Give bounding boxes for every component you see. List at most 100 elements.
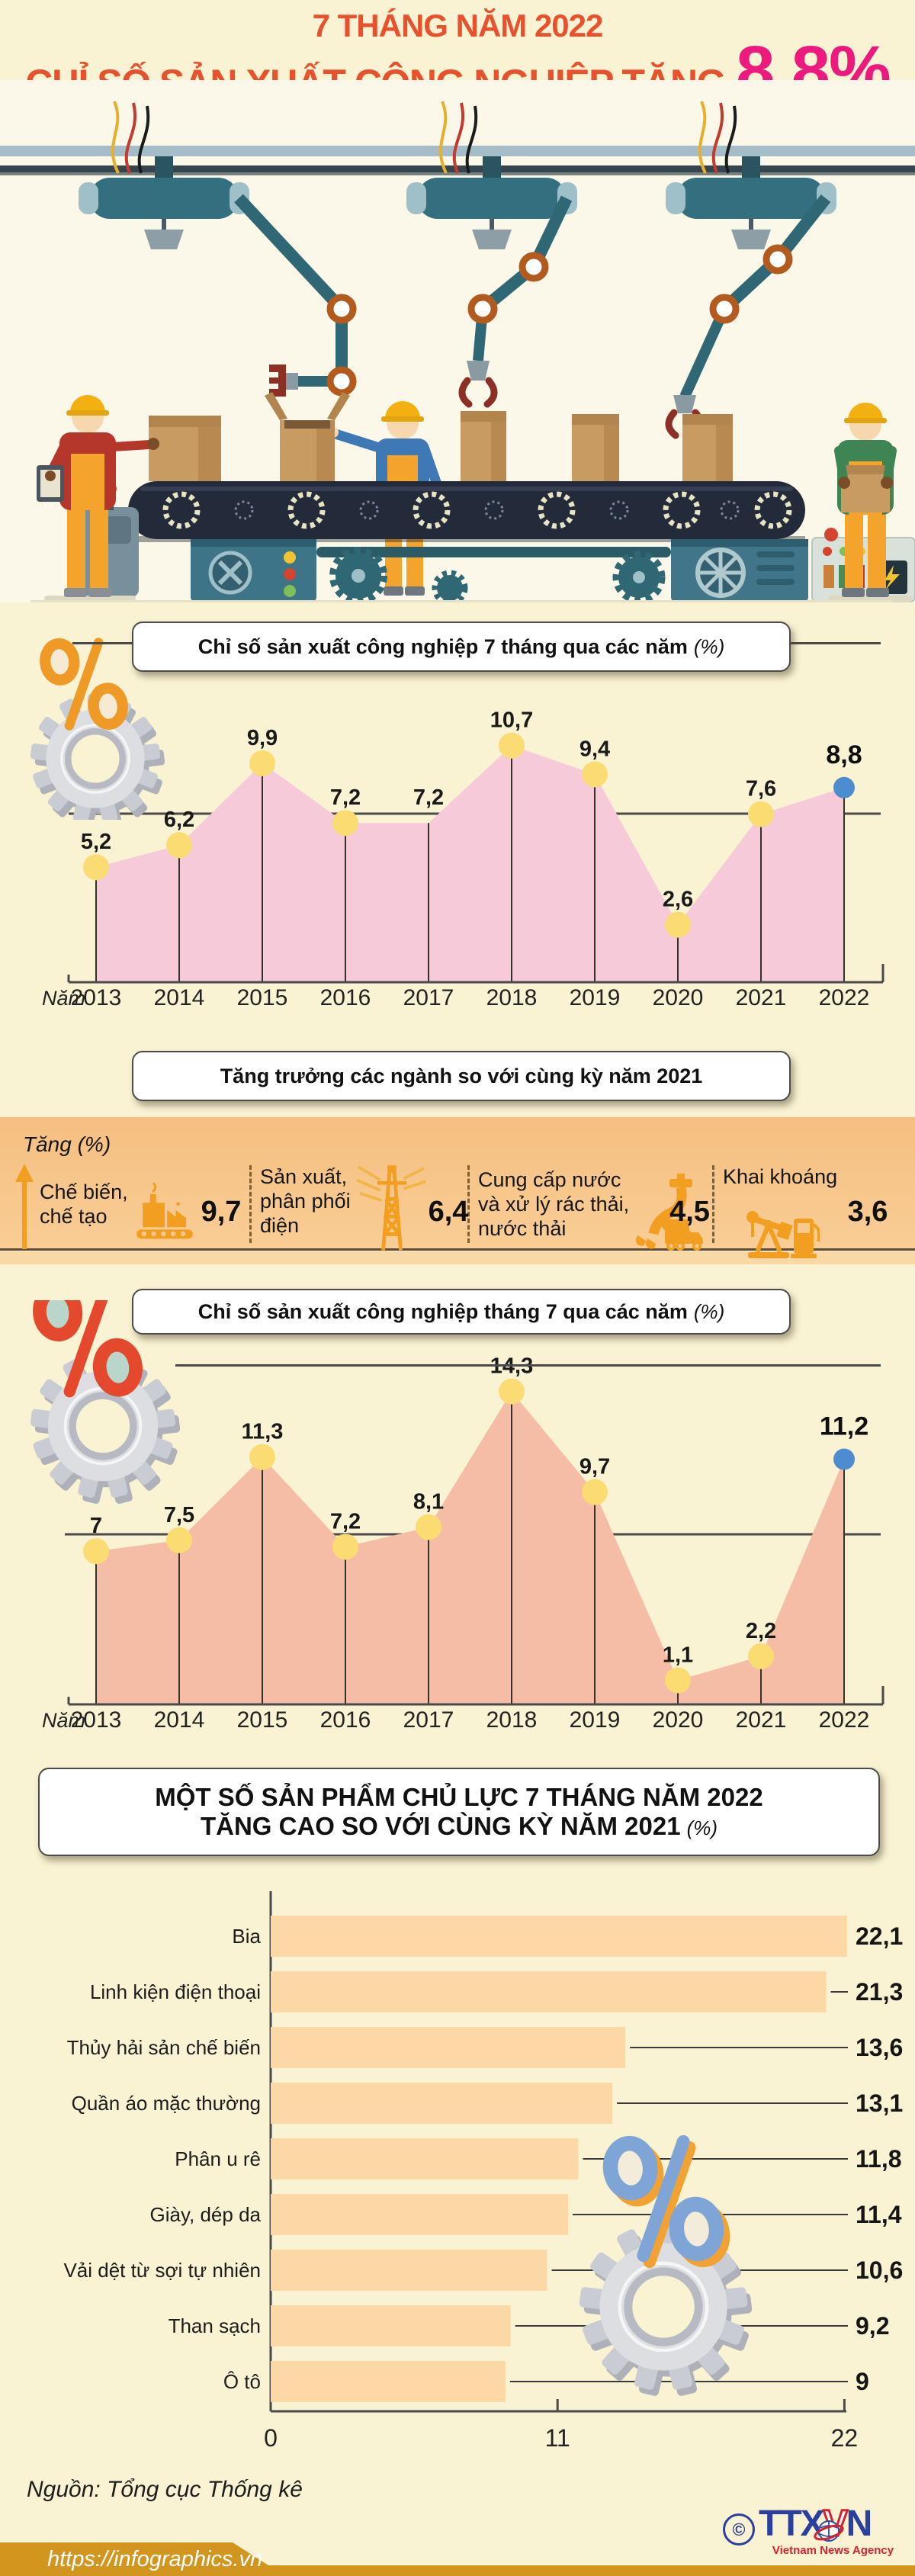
- cardboard-box-open: [265, 392, 350, 481]
- factory-icon: [136, 1182, 193, 1239]
- growth-item-label: Sản xuất, phân phối điện: [260, 1165, 351, 1237]
- svg-text:22: 22: [831, 2424, 859, 2452]
- water-waste-icon: [635, 1174, 703, 1251]
- growth-item-value: 4,5: [669, 1196, 710, 1228]
- svg-text:9,7: 9,7: [580, 1455, 610, 1479]
- copyright-badge: ©: [723, 2513, 755, 2545]
- seven-months-title-suffix: (%): [693, 634, 725, 658]
- products-title-line2: TĂNG CAO SO VỚI CÙNG KỲ NĂM 2021: [200, 1812, 681, 1840]
- svg-text:7: 7: [90, 1514, 102, 1538]
- seven-months-title-box: Chỉ số sản xuất công nghiệp 7 tháng qua …: [132, 622, 791, 672]
- svg-text:2,2: 2,2: [746, 1619, 776, 1643]
- svg-text:Phân u rê: Phân u rê: [175, 2147, 261, 2170]
- svg-text:2020: 2020: [653, 985, 704, 1010]
- products-title-box: MỘT SỐ SẢN PHẨM CHỦ LỰC 7 THÁNG NĂM 2022…: [38, 1768, 880, 1856]
- svg-text:Bia: Bia: [232, 1925, 261, 1948]
- july-title-suffix: (%): [693, 1299, 725, 1323]
- svg-text:21,3: 21,3: [856, 1978, 903, 2006]
- svg-text:11: 11: [545, 2424, 570, 2452]
- svg-text:2015: 2015: [237, 985, 288, 1010]
- logo-ttx: TTX: [759, 2504, 825, 2544]
- logo-globe-icon: [814, 2520, 844, 2542]
- svg-text:Năm: Năm: [42, 1709, 85, 1732]
- svg-text:9,2: 9,2: [856, 2312, 889, 2340]
- svg-text:2019: 2019: [570, 985, 621, 1010]
- svg-text:7,2: 7,2: [330, 1509, 361, 1534]
- svg-text:22,1: 22,1: [856, 1922, 903, 1950]
- cardboard-box: [149, 416, 221, 481]
- svg-text:7,5: 7,5: [164, 1503, 194, 1527]
- svg-text:5,2: 5,2: [81, 830, 111, 854]
- svg-text:8,1: 8,1: [413, 1490, 444, 1514]
- svg-text:2021: 2021: [736, 1707, 787, 1733]
- products-bar-chart: Bia 22,1 Linh kiện điện thoại 21,3 Thủy hải …: [63, 1891, 903, 2452]
- svg-text:Thủy hải sản chế biến: Thủy hải sản chế biến: [67, 2036, 261, 2059]
- svg-text:Ô tô: Ô tô: [223, 2370, 261, 2393]
- svg-text:2013: 2013: [71, 985, 122, 1010]
- svg-text:Vải dệt từ sợi tự nhiên: Vải dệt từ sợi tự nhiên: [63, 2259, 261, 2282]
- growth-up-arrow-icon: [15, 1164, 34, 1249]
- seven-months-title: Chỉ số sản xuất công nghiệp 7 tháng qua …: [197, 634, 688, 658]
- robotic-arm-middle: [406, 101, 577, 408]
- svg-text:2015: 2015: [237, 1707, 288, 1733]
- svg-text:Giày, dép da: Giày, dép da: [149, 2203, 261, 2226]
- svg-text:2021: 2021: [736, 985, 787, 1010]
- power-tower-icon: [356, 1165, 426, 1251]
- svg-text:13,6: 13,6: [856, 2034, 903, 2061]
- svg-text:10,7: 10,7: [490, 708, 533, 733]
- svg-text:2022: 2022: [819, 985, 870, 1010]
- svg-text:8,8: 8,8: [826, 740, 862, 769]
- gear-percent-icon: [30, 638, 165, 820]
- svg-text:2017: 2017: [403, 985, 454, 1010]
- worker-right: [828, 403, 912, 602]
- gear-percent-icon: [30, 1300, 181, 1504]
- robotic-arm-right: [665, 101, 836, 439]
- svg-text:Linh kiện điện thoại: Linh kiện điện thoại: [90, 1980, 261, 2003]
- logo-n: N: [846, 2504, 873, 2544]
- growth-item-value: 3,6: [847, 1196, 888, 1228]
- conveyor-belt: [128, 481, 805, 542]
- logo-subtitle: Vietnam News Agency: [772, 2544, 894, 2557]
- svg-text:7,6: 7,6: [746, 777, 776, 801]
- svg-text:2022: 2022: [819, 1707, 870, 1733]
- growth-item-label: Khai khoáng: [723, 1165, 838, 1188]
- svg-text:7,2: 7,2: [330, 785, 361, 810]
- growth-item-value: 6,4: [428, 1196, 469, 1228]
- growth-band-strip: [0, 1251, 915, 1264]
- gear-percent-icon: [579, 2134, 753, 2396]
- growth-band: [0, 1117, 915, 1251]
- svg-text:2016: 2016: [320, 985, 371, 1010]
- source-note: Nguồn: Tổng cục Thống kê: [27, 2477, 303, 2502]
- svg-text:13,1: 13,1: [856, 2089, 903, 2117]
- divider: [249, 1165, 252, 1243]
- divider: [712, 1165, 714, 1243]
- svg-text:2017: 2017: [403, 1707, 454, 1733]
- cardboard-box: [461, 411, 506, 481]
- svg-text:2019: 2019: [570, 1707, 621, 1733]
- factory-illustration: [0, 80, 915, 602]
- svg-text:Năm: Năm: [42, 987, 85, 1010]
- svg-text:Than sạch: Than sạch: [169, 2314, 261, 2337]
- svg-text:10,6: 10,6: [856, 2256, 903, 2284]
- svg-text:11,4: 11,4: [856, 2201, 902, 2228]
- robotic-arm-left: [79, 101, 357, 397]
- growth-item-label: Chế biến, chế tạo: [40, 1180, 128, 1228]
- svg-text:6,2: 6,2: [164, 808, 194, 832]
- svg-text:11,8: 11,8: [856, 2145, 902, 2173]
- divider: [467, 1165, 470, 1243]
- infographics-url[interactable]: https://infographics.vn: [47, 2547, 263, 2571]
- july-title: Chỉ số sản xuất công nghiệp tháng 7 qua …: [197, 1299, 688, 1323]
- footer-band: [0, 2542, 915, 2576]
- header-kicker: 7 THÁNG NĂM 2022: [312, 8, 604, 43]
- factory-machinery: [82, 483, 915, 602]
- mining-icon: [746, 1211, 820, 1258]
- svg-text:11,3: 11,3: [242, 1420, 284, 1444]
- section3-rule: [175, 1364, 881, 1367]
- svg-text:2016: 2016: [320, 1707, 371, 1733]
- growth-title: Tăng trưởng các ngành so với cùng kỳ năm…: [220, 1064, 703, 1087]
- svg-text:2014: 2014: [154, 985, 205, 1010]
- growth-axis-label: Tăng (%): [23, 1132, 111, 1156]
- svg-text:2013: 2013: [71, 1707, 122, 1733]
